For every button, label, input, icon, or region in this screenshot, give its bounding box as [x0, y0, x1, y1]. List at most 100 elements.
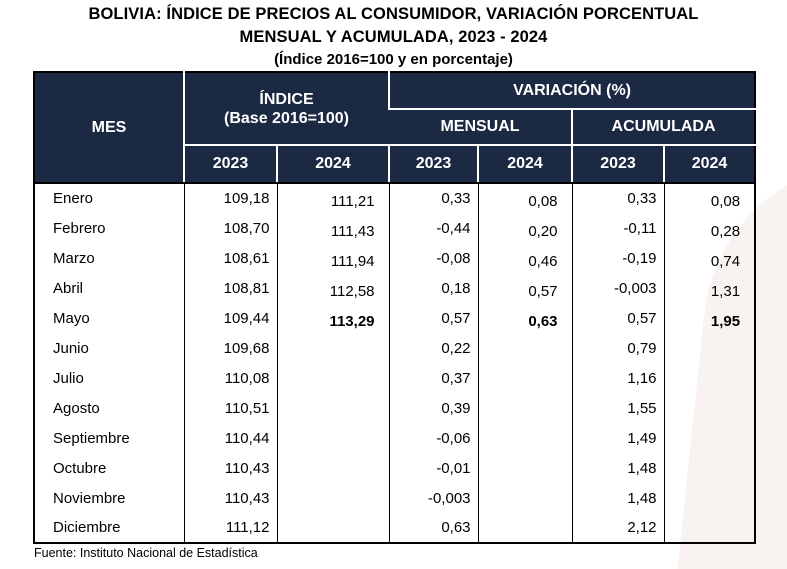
month-cell: Agosto	[53, 399, 100, 417]
header-indice-line2: (Base 2016=100)	[224, 109, 349, 127]
value-cell: 0,46	[477, 243, 573, 273]
value-cell: -0,11	[571, 213, 665, 243]
value-cell: 110,43	[183, 483, 277, 513]
header-indice-line1: ÍNDICE	[259, 90, 314, 108]
value-cell: 111,12	[183, 513, 277, 543]
table-row: Noviembre 110,43 -0,003 1,48	[34, 483, 756, 513]
value-cell: 0,39	[388, 393, 479, 423]
value-cell: 0,22	[388, 333, 479, 363]
header-mensual: MENSUAL	[389, 109, 573, 146]
value-cell: 2,12	[571, 513, 665, 543]
value-cell: 0,37	[388, 363, 479, 393]
month-cell: Abril	[53, 279, 84, 297]
value-cell: 112,58	[276, 273, 390, 303]
value-cell	[276, 363, 390, 393]
value-cell: -0,19	[571, 243, 665, 273]
month-cell: Febrero	[53, 219, 106, 237]
value-cell: 1,16	[571, 363, 665, 393]
month-cell: Enero	[53, 190, 94, 207]
value-cell	[276, 423, 390, 453]
value-cell	[477, 513, 573, 543]
value-cell	[477, 483, 573, 513]
header-indice: ÍNDICE (Base 2016=100)	[182, 72, 390, 146]
value-cell: 108,81	[183, 273, 277, 303]
value-cell	[276, 393, 390, 423]
value-cell: 113,29	[276, 303, 390, 333]
value-cell: 110,51	[183, 393, 277, 423]
value-cell	[276, 483, 390, 513]
value-cell: 109,44	[183, 303, 277, 333]
value-cell	[663, 363, 756, 393]
value-cell: 0,08	[477, 183, 573, 213]
value-cell	[663, 453, 756, 483]
cpi-table-wrapper: MES ÍNDICE (Base 2016=100) VARIACIÓN (%)…	[33, 71, 757, 544]
value-cell: 109,18	[183, 183, 277, 213]
table-row: Abril 108,81 112,58 0,18 0,57 -0,003 1,3…	[34, 273, 756, 303]
table-row: Septiembre 110,44 -0,06 1,49	[34, 423, 756, 453]
value-cell: -0,003	[388, 483, 479, 513]
table-row: Junio 109,68 0,22 0,79	[34, 333, 756, 363]
table-row: Marzo 108,61 111,94 -0,08 0,46 -0,19 0,7…	[34, 243, 756, 273]
value-cell: -0,01	[388, 453, 479, 483]
value-cell: 0,57	[388, 303, 479, 333]
month-cell: Junio	[53, 339, 89, 357]
value-cell: 1,48	[571, 483, 665, 513]
value-cell: 1,31	[663, 273, 756, 303]
header-indice-2023: 2023	[183, 145, 277, 184]
month-cell: Diciembre	[53, 519, 121, 536]
source-note: Fuente: Instituto Nacional de Estadístic…	[34, 546, 258, 560]
value-cell	[477, 423, 573, 453]
value-cell: 111,94	[276, 243, 390, 273]
value-cell: 1,48	[571, 453, 665, 483]
value-cell	[477, 333, 573, 363]
value-cell: 111,43	[276, 213, 390, 243]
value-cell: 110,43	[183, 453, 277, 483]
month-cell: Octubre	[53, 459, 107, 477]
value-cell: -0,44	[388, 213, 479, 243]
header-variacion: VARIACIÓN (%)	[388, 72, 756, 110]
title-line-1: BOLIVIA: ÍNDICE DE PRECIOS AL CONSUMIDOR…	[88, 5, 699, 23]
header-acumulada-2024: 2024	[663, 145, 756, 184]
value-cell: 0,74	[663, 243, 756, 273]
value-cell: -0,06	[388, 423, 479, 453]
value-cell	[663, 483, 756, 513]
table-body: Enero 109,18 111,21 0,33 0,08 0,33 0,08 …	[34, 183, 756, 543]
value-cell: 110,44	[183, 423, 277, 453]
value-cell: 108,61	[183, 243, 277, 273]
value-cell: 1,55	[571, 393, 665, 423]
value-cell: 108,70	[183, 213, 277, 243]
table-row: Agosto 110,51 0,39 1,55	[34, 393, 756, 423]
value-cell	[276, 333, 390, 363]
value-cell: 0,79	[571, 333, 665, 363]
value-cell: 111,21	[276, 183, 390, 213]
title-line-2: MENSUAL Y ACUMULADA, 2023 - 2024	[239, 28, 548, 46]
value-cell	[663, 393, 756, 423]
value-cell: 0,33	[388, 183, 479, 213]
month-cell: Septiembre	[53, 429, 130, 447]
table-row: Diciembre 111,12 0,63 2,12	[34, 513, 756, 543]
value-cell	[477, 453, 573, 483]
value-cell: 1,49	[571, 423, 665, 453]
value-cell: 109,68	[183, 333, 277, 363]
header-indice-2024: 2024	[275, 145, 390, 184]
table-row: Julio 110,08 0,37 1,16	[34, 363, 756, 393]
value-cell	[663, 333, 756, 363]
month-cell: Mayo	[53, 309, 90, 327]
month-cell: Noviembre	[53, 489, 126, 507]
value-cell: 0,08	[663, 183, 756, 213]
value-cell: 0,28	[663, 213, 756, 243]
value-cell: 0,33	[571, 183, 665, 213]
table-row: Mayo 109,44 113,29 0,57 0,63 0,57 1,95	[34, 303, 756, 333]
title-subtitle: (Índice 2016=100 y en porcentaje)	[274, 51, 513, 68]
header-acumulada-2023: 2023	[571, 145, 665, 184]
value-cell: -0,003	[571, 273, 665, 303]
cpi-table: MES ÍNDICE (Base 2016=100) VARIACIÓN (%)…	[33, 71, 757, 544]
value-cell: 110,08	[183, 363, 277, 393]
value-cell: -0,08	[388, 243, 479, 273]
value-cell: 1,95	[663, 303, 756, 333]
value-cell: 0,57	[571, 303, 665, 333]
value-cell	[663, 513, 756, 543]
value-cell: 0,57	[477, 273, 573, 303]
value-cell: 0,63	[477, 303, 573, 333]
